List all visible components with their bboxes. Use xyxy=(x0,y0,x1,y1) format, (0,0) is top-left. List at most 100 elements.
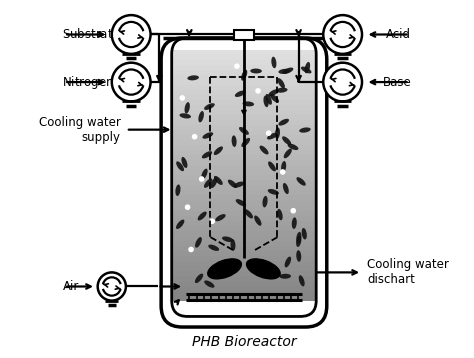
Bar xyxy=(172,281,316,286)
Ellipse shape xyxy=(243,101,254,106)
Circle shape xyxy=(112,63,151,101)
Ellipse shape xyxy=(214,146,223,155)
Bar xyxy=(172,110,316,115)
Ellipse shape xyxy=(296,232,301,243)
Bar xyxy=(172,105,316,110)
Text: Base: Base xyxy=(383,76,411,88)
Circle shape xyxy=(199,176,204,182)
Ellipse shape xyxy=(283,183,289,194)
Bar xyxy=(172,286,316,291)
Circle shape xyxy=(323,63,362,101)
Ellipse shape xyxy=(267,133,278,140)
Ellipse shape xyxy=(268,161,276,171)
Bar xyxy=(234,30,254,40)
Ellipse shape xyxy=(265,94,272,105)
Ellipse shape xyxy=(176,219,184,229)
Bar xyxy=(172,266,316,271)
Ellipse shape xyxy=(202,151,212,159)
Ellipse shape xyxy=(208,245,219,251)
Circle shape xyxy=(185,204,191,210)
Ellipse shape xyxy=(276,88,288,93)
Ellipse shape xyxy=(230,239,236,251)
Ellipse shape xyxy=(277,78,285,88)
Ellipse shape xyxy=(288,144,299,150)
Text: Cooling water
supply: Cooling water supply xyxy=(39,116,120,144)
Text: Air: Air xyxy=(63,280,79,293)
Ellipse shape xyxy=(250,68,262,73)
Text: Substrate $F_S$: Substrate $F_S$ xyxy=(63,26,137,43)
Circle shape xyxy=(98,272,126,301)
Ellipse shape xyxy=(283,68,293,74)
Bar xyxy=(172,226,316,231)
Circle shape xyxy=(210,218,215,224)
Ellipse shape xyxy=(278,69,290,74)
Ellipse shape xyxy=(210,178,218,188)
Circle shape xyxy=(192,134,198,140)
Bar xyxy=(172,81,316,86)
Ellipse shape xyxy=(244,209,253,218)
Bar xyxy=(172,125,316,130)
Ellipse shape xyxy=(284,149,292,158)
Bar xyxy=(172,170,316,175)
Ellipse shape xyxy=(204,103,215,110)
Ellipse shape xyxy=(198,212,207,221)
Circle shape xyxy=(112,15,151,54)
Bar xyxy=(172,216,316,221)
Bar xyxy=(172,95,316,100)
Circle shape xyxy=(180,95,185,101)
Ellipse shape xyxy=(175,184,181,196)
Bar xyxy=(172,130,316,135)
Ellipse shape xyxy=(239,127,249,135)
Circle shape xyxy=(234,63,240,69)
Ellipse shape xyxy=(263,196,268,207)
Bar xyxy=(172,100,316,105)
Bar xyxy=(172,221,316,226)
Ellipse shape xyxy=(241,138,250,147)
Ellipse shape xyxy=(222,236,233,242)
Bar xyxy=(172,55,316,61)
Bar xyxy=(172,91,316,95)
Bar xyxy=(172,86,316,91)
Bar xyxy=(172,50,316,55)
Ellipse shape xyxy=(246,259,280,279)
Ellipse shape xyxy=(254,216,262,226)
Bar xyxy=(172,155,316,160)
Bar xyxy=(172,291,316,296)
Ellipse shape xyxy=(201,169,208,179)
Bar xyxy=(172,246,316,251)
Bar xyxy=(172,236,316,241)
Ellipse shape xyxy=(187,75,199,81)
Circle shape xyxy=(323,15,362,54)
Ellipse shape xyxy=(232,135,237,147)
Ellipse shape xyxy=(182,157,187,168)
Bar xyxy=(172,261,316,266)
Ellipse shape xyxy=(241,70,247,81)
Ellipse shape xyxy=(235,91,246,97)
Ellipse shape xyxy=(305,62,310,73)
Bar xyxy=(172,175,316,180)
Ellipse shape xyxy=(184,102,190,113)
Bar xyxy=(172,195,316,200)
Bar xyxy=(172,160,316,165)
Ellipse shape xyxy=(176,161,184,171)
Ellipse shape xyxy=(301,228,307,240)
Ellipse shape xyxy=(264,96,269,107)
Ellipse shape xyxy=(215,214,226,221)
Bar xyxy=(172,231,316,236)
Ellipse shape xyxy=(299,275,305,286)
Circle shape xyxy=(291,208,296,213)
Ellipse shape xyxy=(281,161,286,173)
Ellipse shape xyxy=(296,250,301,262)
Bar xyxy=(172,205,316,211)
Circle shape xyxy=(280,169,285,175)
Ellipse shape xyxy=(228,180,237,188)
Ellipse shape xyxy=(279,274,291,279)
Bar xyxy=(172,66,316,71)
Ellipse shape xyxy=(282,136,291,145)
Ellipse shape xyxy=(275,127,280,139)
Ellipse shape xyxy=(296,236,301,247)
Circle shape xyxy=(266,130,272,136)
Ellipse shape xyxy=(260,146,269,155)
Ellipse shape xyxy=(204,178,212,188)
Text: PHB Bioreactor: PHB Bioreactor xyxy=(191,335,296,349)
